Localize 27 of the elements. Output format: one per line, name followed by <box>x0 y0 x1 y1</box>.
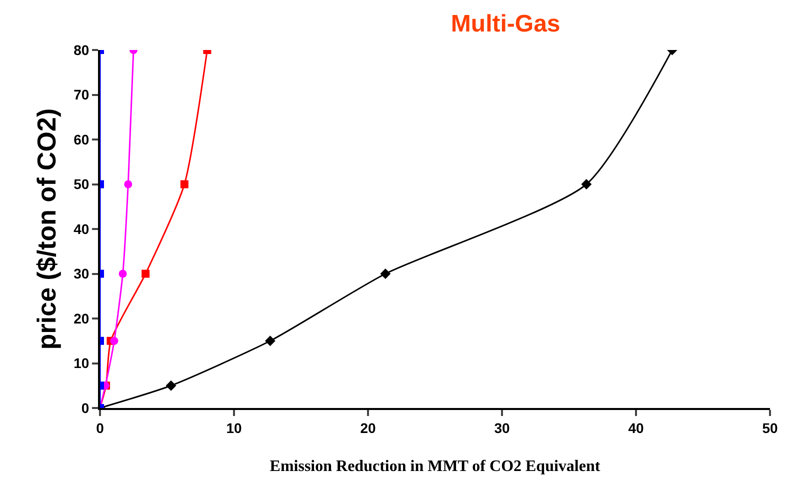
x-tick-label: 10 <box>226 420 242 436</box>
x-axis-title: Emission Reduction in MMT of CO2 Equivalent <box>270 458 601 475</box>
x-tick-label: 40 <box>628 420 644 436</box>
point <box>264 336 276 346</box>
point <box>110 336 118 345</box>
point <box>581 179 592 190</box>
x-tick-label: 20 <box>360 420 376 436</box>
point <box>380 268 391 279</box>
y-tick-label: 60 <box>74 131 90 148</box>
point <box>118 270 127 278</box>
y-tick-label: 50 <box>74 176 90 192</box>
y-tick-label: 80 <box>74 42 90 58</box>
y-tick-label: 40 <box>74 220 90 237</box>
y-tick-label: 0 <box>81 400 90 416</box>
x-tick-label: 0 <box>96 420 104 436</box>
x-tick-label: 50 <box>762 420 778 436</box>
point <box>180 180 188 188</box>
point <box>124 180 132 188</box>
y-tick-label: 30 <box>74 266 90 282</box>
point <box>142 270 150 278</box>
y-axis-title: price ($/ton of CO2) <box>32 108 62 350</box>
y-tick-label: 10 <box>74 355 90 372</box>
chart-title: Multi-Gas <box>450 10 560 38</box>
y-tick-label: 20 <box>74 310 90 326</box>
point <box>166 380 176 391</box>
x-tick-label: 30 <box>494 420 510 436</box>
y-tick-label: 70 <box>74 86 90 103</box>
